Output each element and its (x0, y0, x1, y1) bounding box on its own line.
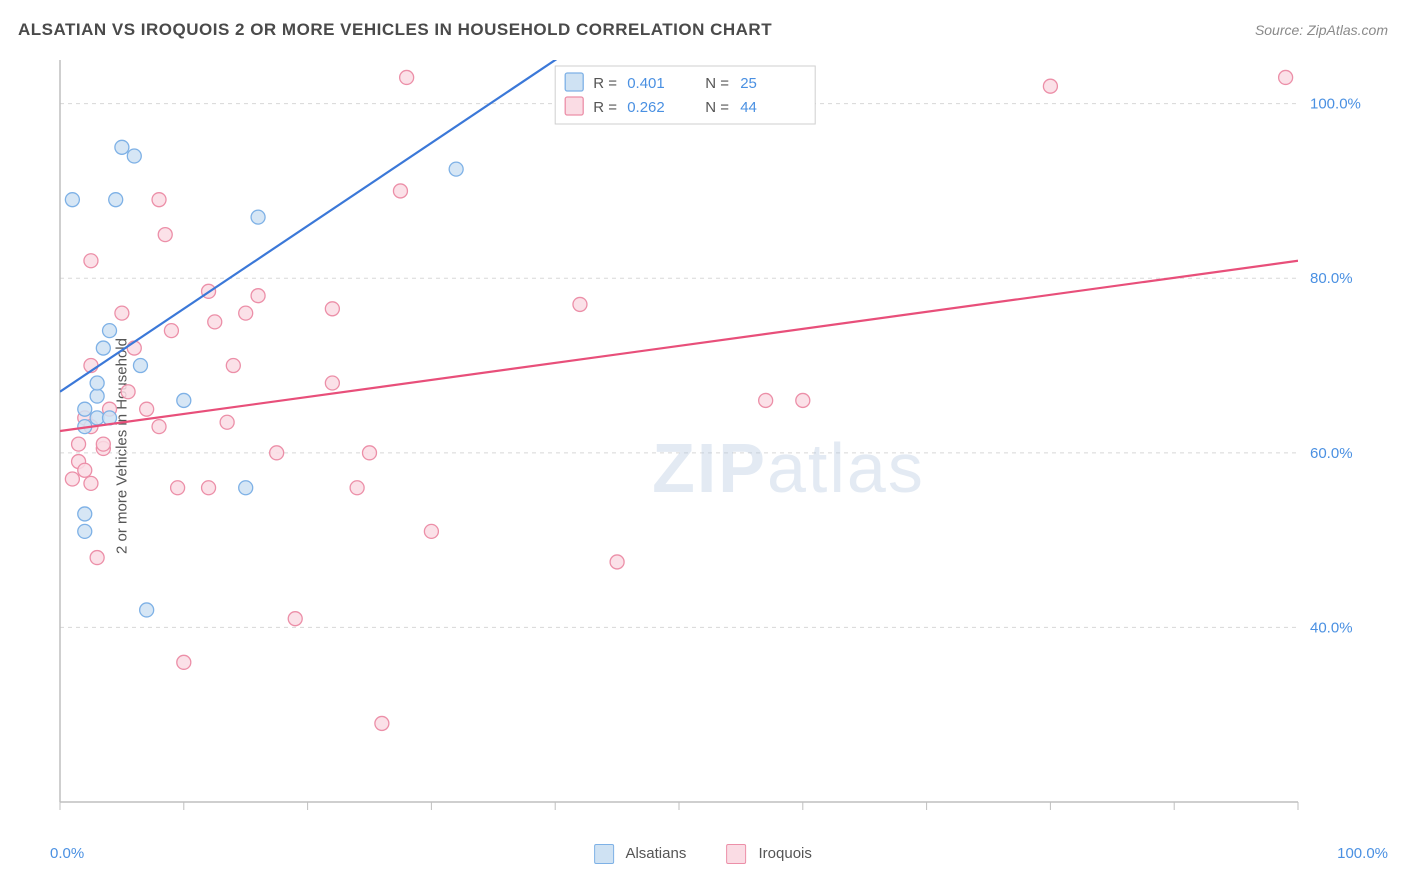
scatter-plot: 40.0% 60.0% 80.0% 100.0% R = 0.401 N = 25 R = 0.2… (50, 55, 1388, 832)
legend-item-iroquois: Iroquois (726, 844, 812, 864)
svg-text:100.0%: 100.0% (1310, 96, 1361, 113)
svg-text:N =: N = (705, 75, 729, 92)
svg-text:80.0%: 80.0% (1310, 270, 1353, 287)
legend-label-alsatians: Alsatians (625, 845, 686, 862)
svg-text:N =: N = (705, 99, 729, 116)
swatch-iroquois (726, 844, 746, 864)
chart-title: ALSATIAN VS IROQUOIS 2 OR MORE VEHICLES … (18, 20, 772, 40)
legend-item-alsatians: Alsatians (594, 844, 686, 864)
x-end-label: 100.0% (1337, 845, 1388, 862)
svg-text:0.401: 0.401 (627, 75, 665, 92)
bottom-legend: Alsatians Iroquois (594, 844, 812, 864)
x-start-label: 0.0% (50, 845, 84, 862)
swatch-alsatians (594, 844, 614, 864)
svg-text:R =: R = (593, 99, 617, 116)
svg-text:60.0%: 60.0% (1310, 445, 1353, 462)
svg-text:25: 25 (740, 75, 757, 92)
svg-text:40.0%: 40.0% (1310, 619, 1353, 636)
chart-area: 40.0% 60.0% 80.0% 100.0% R = 0.401 N = 25 R = 0.2… (50, 55, 1388, 832)
legend-label-iroquois: Iroquois (759, 845, 812, 862)
svg-text:0.262: 0.262 (627, 99, 665, 116)
svg-text:R =: R = (593, 75, 617, 92)
source-label: Source: ZipAtlas.com (1255, 22, 1388, 38)
svg-text:44: 44 (740, 99, 757, 116)
